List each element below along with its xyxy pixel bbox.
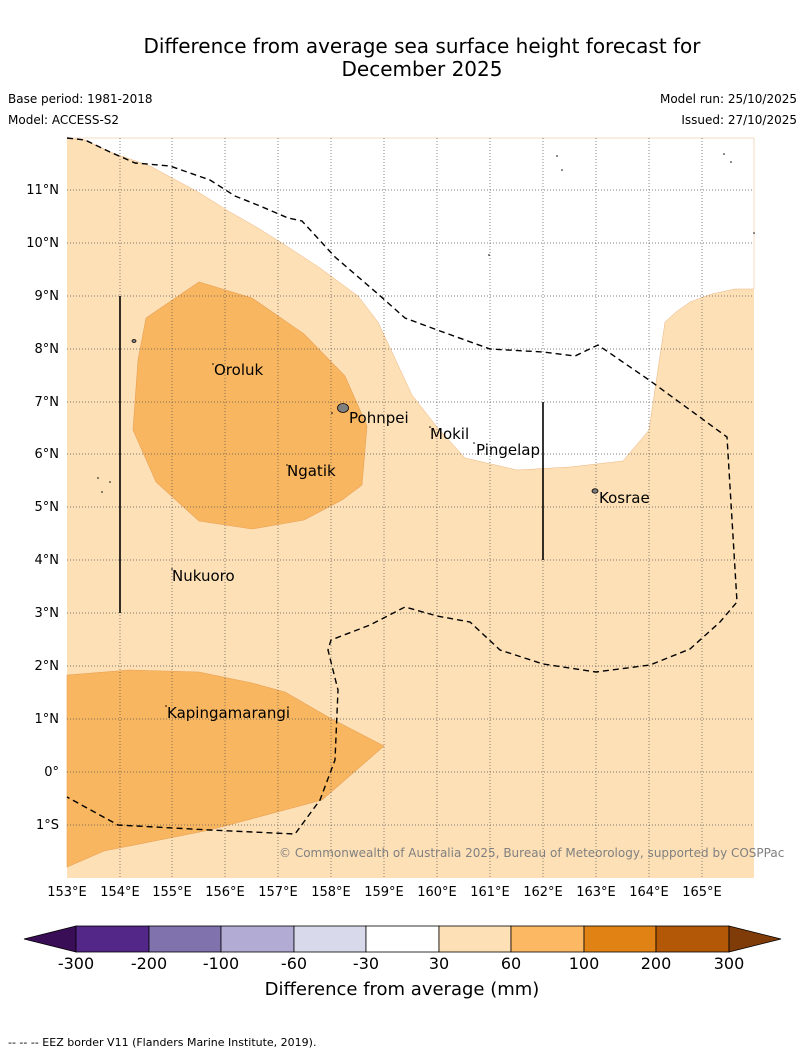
lon-label: 158°E <box>311 885 351 900</box>
atoll-dots <box>97 153 755 707</box>
place-label-nukuoro: Nukuoro <box>172 567 235 585</box>
eez-border <box>66 137 738 835</box>
place-label-kosrae: Kosrae <box>599 489 650 507</box>
longitude-labels: 153°E 154°E 155°E 156°E 157°E 158°E 159°… <box>47 885 722 900</box>
colorbar-extend-high <box>728 925 782 953</box>
colorbar-tick: 300 <box>714 954 745 973</box>
islands <box>131 339 599 494</box>
colorbar-bin <box>148 925 222 953</box>
colorbar-bin <box>510 925 585 953</box>
colorbar-tick: -100 <box>203 954 239 973</box>
lat-label: 3°N <box>35 606 60 621</box>
place-label-kapingamarangi: Kapingamarangi <box>167 704 290 722</box>
lon-label: 154°E <box>100 885 140 900</box>
pohnpei-island <box>337 403 349 413</box>
lat-label: 11°N <box>26 183 59 198</box>
islet <box>131 339 137 343</box>
issued-date: Issued: 27/10/2025 <box>681 113 797 127</box>
latitude-labels: 11°N 10°N 9°N 8°N 7°N 6°N 5°N 4°N 3°N 2°… <box>26 183 59 833</box>
lat-label: 7°N <box>35 395 60 410</box>
place-label-pohnpei: Pohnpei <box>349 409 409 427</box>
lon-label: 162°E <box>523 885 563 900</box>
lon-label: 163°E <box>576 885 616 900</box>
eez-footnote: -- -- -- EEZ border V11 (Flanders Marine… <box>8 1036 317 1049</box>
colorbar-tick: 60 <box>501 954 521 973</box>
lat-label: 2°N <box>35 659 60 674</box>
copyright-notice: © Commonwealth of Australia 2025, Bureau… <box>279 846 784 860</box>
lat-label: 1°N <box>35 712 60 727</box>
lon-label: 165°E <box>682 885 722 900</box>
map-area <box>66 137 755 878</box>
colorbar-bin <box>293 925 367 953</box>
lat-label: 9°N <box>35 289 60 304</box>
place-label-oroluk: Oroluk <box>214 361 263 379</box>
lat-label: 1°S <box>36 818 59 833</box>
lat-label: 6°N <box>35 447 60 462</box>
colorbar-extend-low <box>23 925 77 953</box>
colorbar-tick: -30 <box>353 954 379 973</box>
lon-label: 160°E <box>417 885 457 900</box>
kosrae-island <box>591 488 599 494</box>
lat-label: 0° <box>44 765 59 780</box>
place-label-ngatik: Ngatik <box>287 462 336 480</box>
lon-label: 156°E <box>205 885 245 900</box>
model-name: Model: ACCESS-S2 <box>8 113 120 127</box>
colorbar-bin <box>220 925 295 953</box>
place-labels: Oroluk Pohnpei Mokil Pingelap Ngatik Kos… <box>167 361 650 722</box>
colorbar-bin <box>365 925 440 953</box>
colorbar-ticks: -300 -200 -100 -60 -30 30 60 100 200 300 <box>58 954 744 973</box>
colorbar-tick: 200 <box>641 954 672 973</box>
place-label-mokil: Mokil <box>430 425 469 443</box>
colorbar-tick: 100 <box>569 954 600 973</box>
lat-label: 8°N <box>35 342 60 357</box>
lon-label: 153°E <box>47 885 87 900</box>
chart-title-line-1: Difference from average sea surface heig… <box>143 34 701 58</box>
model-run: Model run: 25/10/2025 <box>659 92 797 106</box>
lon-label: 164°E <box>629 885 669 900</box>
colorbar-bin <box>655 925 730 953</box>
lon-label: 161°E <box>470 885 510 900</box>
colorbar-bin <box>438 925 512 953</box>
colorbar-label: Difference from average (mm) <box>265 979 540 1000</box>
lon-label: 159°E <box>364 885 404 900</box>
lat-label: 4°N <box>35 553 60 568</box>
colorbar-tick: -300 <box>58 954 94 973</box>
colorbar-tick: 30 <box>429 954 449 973</box>
neutral-region-north <box>66 137 755 471</box>
colorbar-bin <box>583 925 657 953</box>
bin-60-100-north-region <box>132 281 368 530</box>
colorbar-bin <box>75 925 150 953</box>
base-period: Base period: 1981-2018 <box>8 92 153 106</box>
lon-label: 155°E <box>152 885 192 900</box>
colorbar-tick: -60 <box>281 954 307 973</box>
colorbar-tick: -200 <box>131 954 167 973</box>
colorbar <box>23 925 782 953</box>
lon-label: 157°E <box>258 885 298 900</box>
place-label-pingelap: Pingelap <box>476 441 540 459</box>
chart-title-line-2: December 2025 <box>341 57 503 81</box>
lat-label: 5°N <box>35 500 60 515</box>
lat-label: 10°N <box>26 236 59 251</box>
